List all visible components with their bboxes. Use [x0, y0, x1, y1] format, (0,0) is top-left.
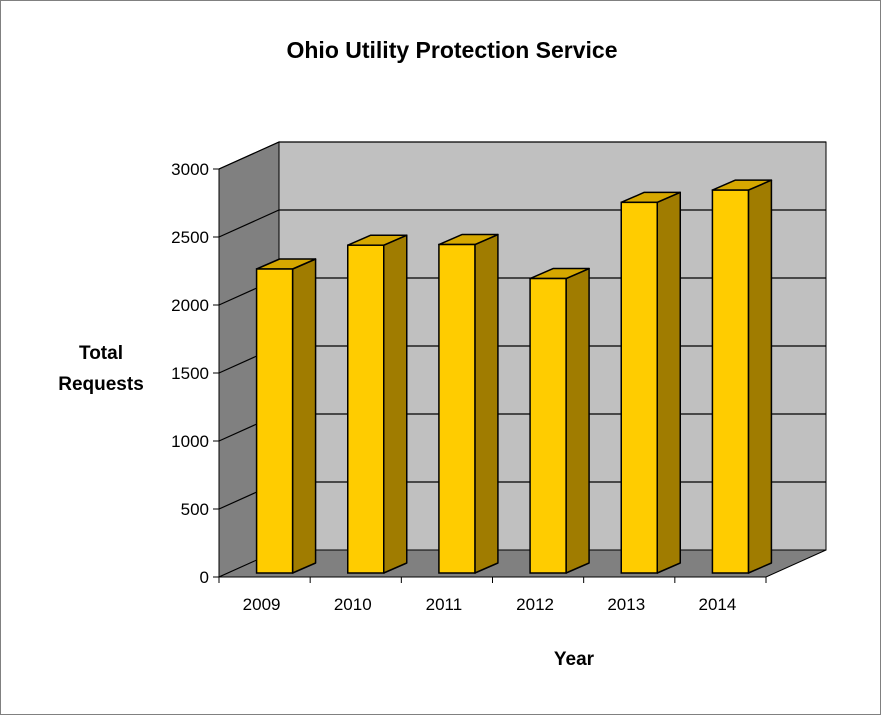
plot-area: 0 500 1000 1500 2000 2500 3000 2009 2010 2011 2012… [171, 141, 827, 614]
x-axis-title: Year [554, 649, 595, 670]
x-tick-label: 2013 [607, 595, 645, 614]
chart-title: Ohio Utility Protection Service [286, 37, 617, 63]
bar [255, 268, 294, 574]
y-tick-label: 500 [181, 500, 209, 519]
bar [438, 243, 476, 574]
bar [711, 189, 750, 574]
bar [529, 277, 567, 574]
y-axis-title-line-1: Total [79, 343, 123, 364]
bar [620, 201, 658, 574]
y-tick-label: 0 [200, 568, 209, 587]
bar-side [474, 233, 499, 574]
bar [347, 244, 385, 574]
gridline [218, 141, 826, 170]
x-tick-label: 2010 [334, 595, 372, 614]
bar-side [656, 191, 681, 574]
y-tick-label: 1500 [171, 364, 209, 383]
bar-side [565, 267, 590, 574]
bar-side [383, 234, 408, 574]
x-tick-label: 2009 [243, 595, 281, 614]
y-tick-label: 2000 [171, 296, 209, 315]
y-axis-title-line-2: Requests [58, 374, 144, 395]
y-tick-label: 3000 [171, 160, 209, 179]
bar-side [291, 258, 317, 574]
y-tick-label: 1000 [171, 432, 209, 451]
x-tick-label: 2014 [699, 595, 737, 614]
y-tick-label: 2500 [171, 228, 209, 247]
bar-side [747, 179, 773, 574]
x-tick-label: 2011 [426, 595, 463, 614]
x-tick-label: 2012 [516, 595, 554, 614]
